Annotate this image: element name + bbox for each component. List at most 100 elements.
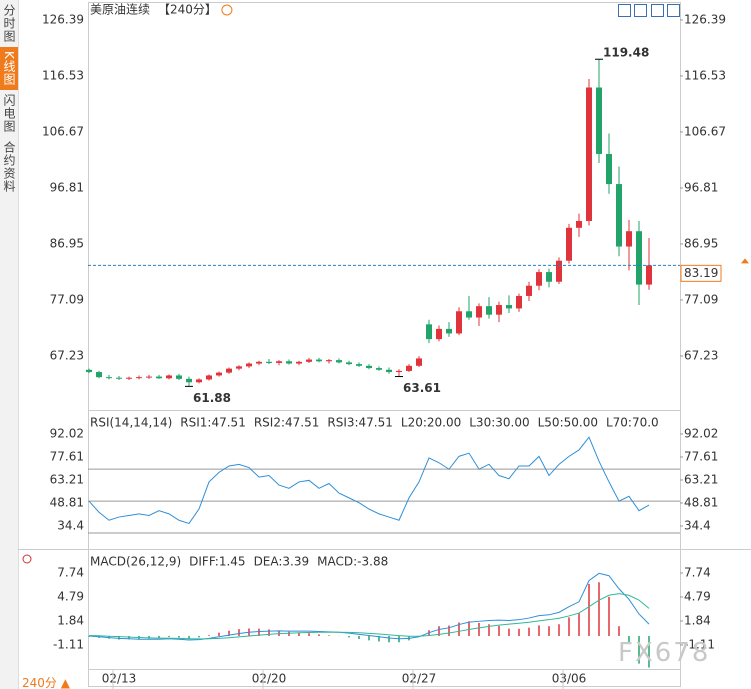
candle-body (246, 363, 252, 367)
candle-body (286, 361, 292, 364)
candle-body (546, 272, 552, 282)
candle-body (316, 359, 322, 362)
candle-body (326, 360, 332, 362)
tab[interactable]: 分时图 (2, 4, 16, 43)
candle-body (426, 324, 432, 340)
y-tick-label: 67.23 (50, 348, 84, 362)
candle-body (446, 328, 452, 334)
period-button[interactable]: 240分 ▲ (22, 676, 70, 689)
tab[interactable]: 闪电图 (2, 93, 16, 133)
diff-line (88, 572, 650, 641)
y-tick-label: 1.84 (684, 613, 711, 627)
y-tick-label: 34.4 (57, 518, 84, 532)
candle-body (106, 377, 112, 379)
legend-label: L50:50.00 (538, 416, 598, 430)
tool-icon[interactable] (651, 4, 664, 17)
legend-label: RSI1:47.51 (180, 416, 246, 430)
settings-icon[interactable] (22, 554, 32, 564)
y-tick-label: 77.61 (684, 449, 718, 463)
last-price-label: 83.19 (684, 266, 718, 280)
x-tick-label: 02/13 (102, 672, 137, 686)
max-label: 119.48 (603, 46, 649, 60)
candle-body (586, 87, 592, 221)
y-tick-label: 116.53 (684, 68, 726, 82)
y-tick-label: 34.4 (684, 518, 711, 532)
candle-body (276, 361, 282, 363)
y-tick-label: 4.79 (57, 589, 84, 603)
y-tick-label: 63.21 (684, 472, 718, 486)
candle-body (256, 361, 262, 364)
candle-body (436, 328, 442, 340)
last-price-box (680, 264, 722, 282)
y-tick-label: -1.11 (53, 637, 84, 651)
candle-body (576, 220, 582, 228)
candle-body (466, 311, 472, 318)
tab[interactable]: K线图 (0, 47, 18, 90)
candle-body (566, 227, 572, 261)
y-tick-label: 96.81 (50, 180, 84, 194)
candle-body (496, 305, 502, 315)
candle-body (146, 376, 152, 378)
tool-icon[interactable] (634, 4, 647, 17)
y-tick-label: 106.67 (684, 124, 726, 138)
candle-body (116, 377, 122, 379)
candle-body (506, 305, 512, 309)
y-tick-label: 92.02 (684, 426, 718, 440)
y-tick-label: 77.09 (684, 292, 718, 306)
candle-body (306, 359, 312, 362)
candle-body (606, 153, 612, 185)
legend-label: MACD:-3.88 (317, 555, 388, 569)
candle-body (416, 358, 422, 366)
x-tick-label: 02/20 (252, 672, 287, 686)
frame (88, 2, 681, 687)
legend-label: 【240分】 (158, 3, 217, 17)
y-tick-label: 92.02 (50, 426, 84, 440)
candle-body (526, 285, 532, 296)
candle-body (186, 378, 192, 383)
legend-label: RSI3:47.51 (327, 416, 393, 430)
y-tick-label: 77.09 (50, 292, 84, 306)
y-tick-label: 126.39 (42, 12, 84, 26)
candle-body (346, 362, 352, 365)
candle-body (226, 368, 232, 373)
y-tick-label: 96.81 (684, 180, 718, 194)
candle-body (136, 377, 142, 379)
candle-body (356, 364, 362, 366)
candle-body (156, 376, 162, 379)
legend-label: 美原油连续 (90, 2, 150, 17)
min-label: 63.61 (403, 381, 441, 395)
candle-body (396, 370, 402, 373)
candle-body (96, 372, 102, 378)
candle-body (626, 231, 632, 247)
watermark: FX678 (618, 638, 711, 668)
y-tick-label: 63.21 (50, 472, 84, 486)
candle-body (166, 375, 172, 379)
candle-body (196, 379, 202, 383)
y-tick-label: 48.81 (684, 495, 718, 509)
y-tick-label: 7.74 (57, 565, 84, 579)
legend-label: L20:20.00 (401, 416, 461, 430)
candle-body (176, 375, 182, 379)
tab[interactable]: 合约资料 (2, 140, 16, 193)
y-tick-label: 7.74 (684, 565, 711, 579)
candle-body (376, 368, 382, 370)
y-tick-label: 106.67 (42, 124, 84, 138)
candle-body (486, 306, 492, 315)
y-tick-label: 1.84 (57, 613, 84, 627)
candle-body (646, 265, 652, 285)
y-tick-label: 77.61 (50, 449, 84, 463)
x-tick-label: 03/06 (552, 672, 587, 686)
tool-icon[interactable] (667, 4, 680, 17)
legend-label: RSI(14,14,14) (90, 416, 172, 430)
sidebar: 分时图 K线图 闪电图 合约资料 (0, 0, 19, 689)
candle-body (236, 366, 242, 369)
candle-body (126, 377, 132, 379)
candle-body (596, 87, 602, 154)
tool-icon[interactable] (618, 4, 631, 17)
y-tick-label: 4.79 (684, 589, 711, 603)
candle-body (516, 295, 522, 309)
x-tick-label: 02/27 (402, 672, 437, 686)
y-tick-label: 86.95 (50, 236, 84, 250)
dea-line (88, 593, 650, 640)
